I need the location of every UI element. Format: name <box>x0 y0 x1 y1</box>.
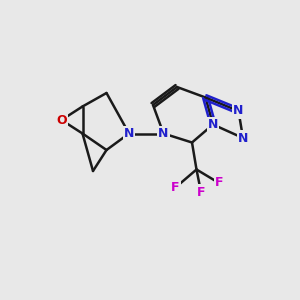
Text: N: N <box>233 104 244 118</box>
Text: F: F <box>171 181 180 194</box>
Text: F: F <box>197 185 205 199</box>
Text: N: N <box>208 118 218 131</box>
Text: N: N <box>124 127 134 140</box>
Text: O: O <box>56 113 67 127</box>
Text: N: N <box>238 131 248 145</box>
Text: N: N <box>158 127 169 140</box>
Text: F: F <box>215 176 223 190</box>
